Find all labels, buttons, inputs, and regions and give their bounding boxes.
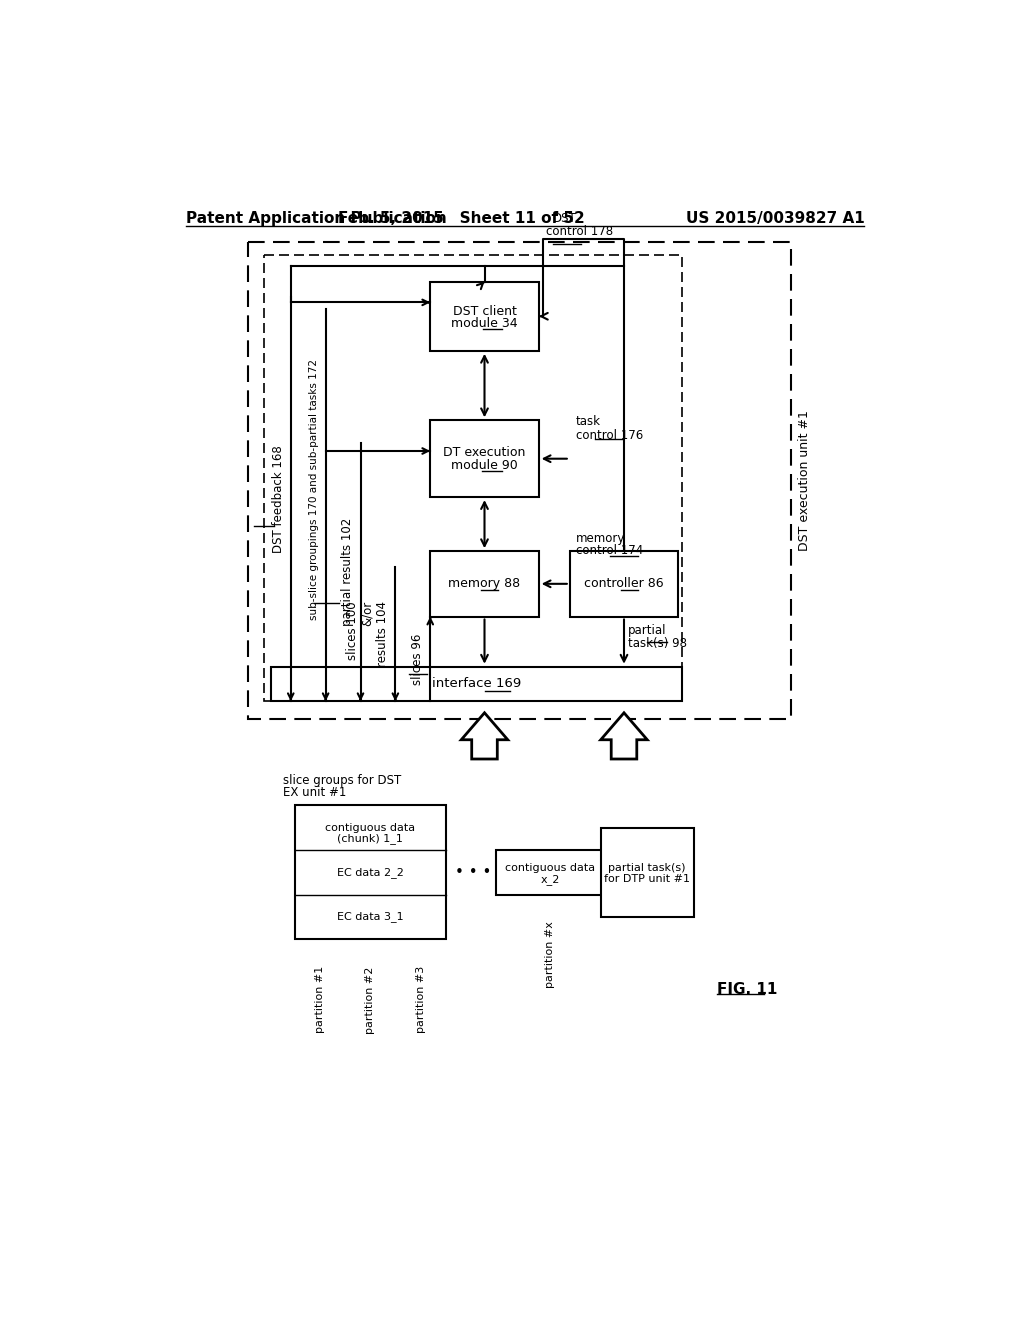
Text: US 2015/0039827 A1: US 2015/0039827 A1 [685, 211, 864, 226]
Bar [430, 552, 539, 616]
Text: module 90: module 90 [452, 459, 518, 473]
Text: task(s) 98: task(s) 98 [628, 636, 687, 649]
Text: control 174: control 174 [575, 544, 643, 557]
Bar [271, 667, 682, 701]
Text: contiguous data: contiguous data [326, 822, 416, 833]
Bar [263, 255, 682, 701]
Text: partial: partial [628, 624, 667, 638]
Bar [248, 242, 791, 719]
Text: partition #1: partition #1 [314, 966, 325, 1034]
Bar [569, 552, 678, 616]
Text: controller 86: controller 86 [584, 577, 664, 590]
Text: task: task [575, 414, 601, 428]
Text: partition #2: partition #2 [366, 966, 375, 1034]
Polygon shape [601, 713, 647, 759]
Text: EC data 2_2: EC data 2_2 [337, 867, 403, 878]
Text: FIG. 11: FIG. 11 [717, 982, 777, 998]
Text: slices 96: slices 96 [411, 634, 424, 685]
Text: x_2: x_2 [541, 874, 560, 884]
Bar [430, 420, 539, 498]
Text: control 176: control 176 [575, 429, 643, 442]
Text: contiguous data: contiguous data [505, 862, 595, 873]
Text: Feb. 5, 2015   Sheet 11 of 52: Feb. 5, 2015 Sheet 11 of 52 [338, 211, 585, 226]
Text: DST feedback 168: DST feedback 168 [271, 445, 285, 553]
Bar [496, 850, 604, 895]
Text: DT execution: DT execution [443, 446, 525, 459]
Polygon shape [461, 713, 508, 759]
Bar [430, 281, 539, 351]
Text: partial results 102: partial results 102 [341, 519, 354, 627]
Text: DST: DST [553, 213, 577, 226]
Text: Patent Application Publication: Patent Application Publication [186, 211, 446, 226]
Text: DST execution unit #1: DST execution unit #1 [798, 409, 811, 550]
Text: slices 100
&/or
results 104: slices 100 &/or results 104 [346, 601, 389, 667]
Text: memory 88: memory 88 [449, 577, 520, 590]
Text: control 178: control 178 [547, 224, 613, 238]
Text: • • •: • • • [455, 865, 492, 879]
Text: sub-slice groupings 170 and sub-partial tasks 172: sub-slice groupings 170 and sub-partial … [309, 359, 319, 620]
Text: (chunk) 1_1: (chunk) 1_1 [337, 833, 403, 843]
Text: DST client: DST client [453, 305, 516, 318]
Bar [295, 805, 445, 940]
Text: for DTP unit #1: for DTP unit #1 [604, 874, 690, 884]
Text: slice groups for DST: slice groups for DST [283, 775, 401, 788]
Text: memory: memory [575, 532, 626, 545]
Text: EX unit #1: EX unit #1 [283, 785, 346, 799]
Text: partition #x: partition #x [546, 921, 555, 989]
Text: interface 169: interface 169 [432, 677, 521, 690]
Bar [601, 828, 693, 917]
Text: EC data 3_1: EC data 3_1 [337, 911, 403, 923]
Text: partition #3: partition #3 [416, 966, 426, 1034]
Text: partial task(s): partial task(s) [608, 862, 686, 873]
Text: module 34: module 34 [452, 317, 518, 330]
